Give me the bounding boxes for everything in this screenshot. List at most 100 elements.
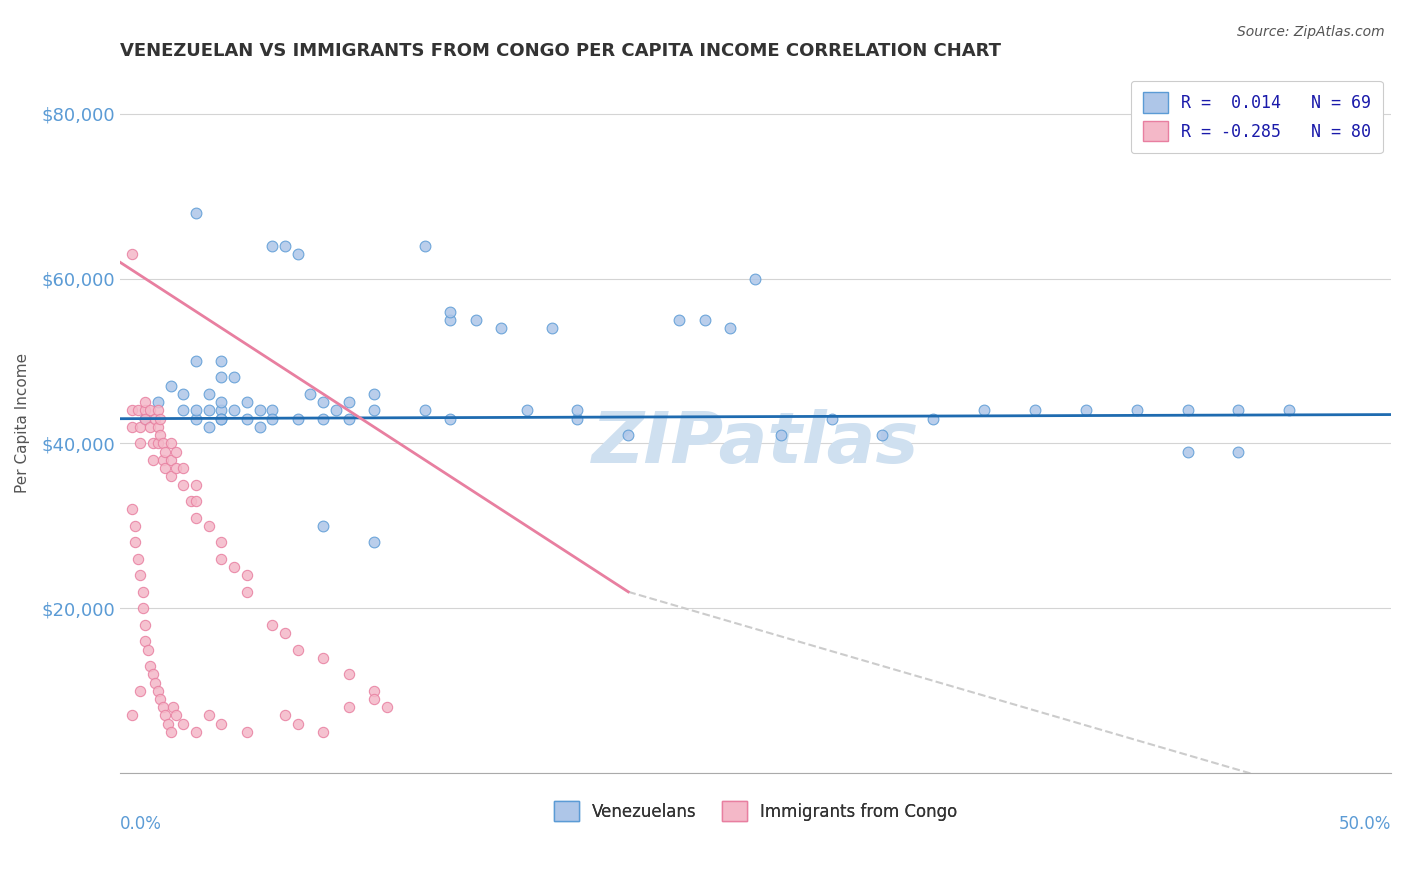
Point xyxy=(134,403,156,417)
Point xyxy=(152,436,174,450)
Point xyxy=(312,725,335,739)
Point xyxy=(184,354,207,368)
Point xyxy=(159,378,181,392)
Point xyxy=(159,436,181,450)
Point xyxy=(439,304,461,318)
Point xyxy=(124,519,146,533)
Point xyxy=(159,453,181,467)
Point xyxy=(236,411,259,425)
Point xyxy=(1177,444,1199,458)
Point xyxy=(184,411,207,425)
Point xyxy=(224,560,246,574)
Point xyxy=(541,321,564,335)
Point xyxy=(236,568,259,582)
Point xyxy=(152,453,174,467)
Point xyxy=(143,411,166,425)
Point xyxy=(131,601,153,615)
Point xyxy=(249,420,271,434)
Point xyxy=(162,700,184,714)
Point xyxy=(224,370,246,384)
Point xyxy=(973,403,995,417)
Point xyxy=(121,502,143,516)
Point xyxy=(184,510,207,524)
Point xyxy=(337,667,360,681)
Point xyxy=(172,477,194,491)
Point xyxy=(718,321,741,335)
Point xyxy=(312,519,335,533)
Point xyxy=(312,411,335,425)
Text: 50.0%: 50.0% xyxy=(1339,815,1391,833)
Point xyxy=(129,420,152,434)
Text: ZIPatlas: ZIPatlas xyxy=(592,409,920,478)
Point xyxy=(209,535,232,549)
Point xyxy=(139,659,162,673)
Point xyxy=(209,411,232,425)
Point xyxy=(820,411,842,425)
Point xyxy=(262,411,284,425)
Point xyxy=(236,725,259,739)
Point xyxy=(363,692,385,706)
Point xyxy=(287,716,309,731)
Point xyxy=(197,403,219,417)
Point xyxy=(131,584,153,599)
Point xyxy=(439,411,461,425)
Point xyxy=(515,403,537,417)
Point xyxy=(180,494,202,508)
Point xyxy=(172,716,194,731)
Point xyxy=(165,461,187,475)
Point xyxy=(184,477,207,491)
Point xyxy=(121,403,143,417)
Point xyxy=(146,436,169,450)
Point xyxy=(143,675,166,690)
Point xyxy=(274,626,297,640)
Point xyxy=(1024,403,1046,417)
Point xyxy=(197,708,219,723)
Point xyxy=(124,535,146,549)
Point xyxy=(464,312,486,326)
Point xyxy=(127,403,149,417)
Point xyxy=(312,395,335,409)
Point xyxy=(439,312,461,326)
Point xyxy=(165,444,187,458)
Point xyxy=(236,584,259,599)
Point xyxy=(236,395,259,409)
Point xyxy=(146,420,169,434)
Point xyxy=(769,428,792,442)
Point xyxy=(142,667,165,681)
Point xyxy=(617,428,640,442)
Point xyxy=(363,683,385,698)
Point xyxy=(363,535,385,549)
Point xyxy=(139,403,162,417)
Point xyxy=(1074,403,1097,417)
Point xyxy=(337,411,360,425)
Point xyxy=(165,708,187,723)
Point xyxy=(129,568,152,582)
Point xyxy=(142,436,165,450)
Point xyxy=(172,461,194,475)
Point xyxy=(209,370,232,384)
Point xyxy=(149,692,172,706)
Point xyxy=(152,700,174,714)
Point xyxy=(337,395,360,409)
Point xyxy=(184,494,207,508)
Point xyxy=(134,634,156,648)
Point xyxy=(172,387,194,401)
Point xyxy=(209,552,232,566)
Point xyxy=(262,403,284,417)
Text: 0.0%: 0.0% xyxy=(120,815,162,833)
Point xyxy=(134,395,156,409)
Point xyxy=(149,428,172,442)
Point xyxy=(312,650,335,665)
Point xyxy=(172,403,194,417)
Point xyxy=(209,411,232,425)
Point xyxy=(1227,444,1250,458)
Point xyxy=(274,238,297,252)
Point xyxy=(375,700,398,714)
Point xyxy=(693,312,716,326)
Point xyxy=(159,469,181,483)
Point xyxy=(413,403,436,417)
Point xyxy=(157,716,180,731)
Point xyxy=(197,420,219,434)
Point xyxy=(1177,403,1199,417)
Point xyxy=(668,312,690,326)
